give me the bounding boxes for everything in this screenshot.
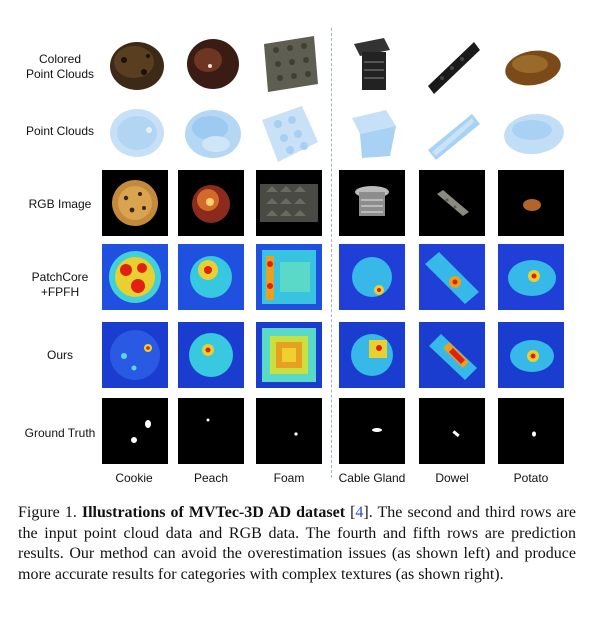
patchcore-heatmap-foam (256, 244, 322, 310)
figure-caption: Figure 1. Illustrations of MVTec-3D AD d… (18, 503, 576, 585)
caption-prefix: Figure 1. (18, 504, 82, 521)
ground-truth-dowel (419, 398, 485, 464)
column-label-dowel: Dowel (435, 471, 469, 485)
ground-truth-peach (178, 398, 244, 464)
row-label-rgb-image: RGB Image (28, 197, 92, 211)
pointcloud-cable-gland (340, 100, 406, 166)
caption-body: The second and third rows are the input … (18, 504, 577, 583)
row-label-patchcore-fpfh: PatchCore +FPFH (31, 270, 89, 299)
colored-pc-cookie (104, 32, 170, 98)
ours-heatmap-cookie (102, 322, 168, 388)
pointcloud-peach (180, 100, 246, 166)
colored-pc-peach (180, 32, 246, 98)
column-label-foam: Foam (273, 471, 305, 485)
colored-pc-cable-gland (340, 32, 406, 98)
column-label-cookie: Cookie (115, 471, 153, 485)
rgb-cable-gland (339, 170, 405, 236)
rgb-peach (178, 170, 244, 236)
column-divider (331, 28, 332, 478)
ours-heatmap-dowel (419, 322, 485, 388)
ground-truth-potato (498, 398, 564, 464)
caption-ref-open: [ (345, 504, 356, 521)
colored-pc-potato (500, 32, 566, 98)
ours-heatmap-peach (178, 322, 244, 388)
ours-heatmap-foam (256, 322, 322, 388)
patchcore-heatmap-cookie (102, 244, 168, 310)
rgb-dowel (419, 170, 485, 236)
figure-grid: Colored Point Clouds Point Clouds RGB Im… (24, 28, 566, 485)
rgb-foam (256, 170, 322, 236)
colored-pc-dowel (420, 32, 486, 98)
pointcloud-foam (256, 100, 322, 166)
row-label-ours: Ours (46, 348, 73, 362)
caption-ref-close: ]. (363, 504, 378, 521)
row-label-ground-truth: Ground Truth (24, 426, 96, 440)
pointcloud-dowel (420, 100, 486, 166)
ours-heatmap-potato (498, 322, 564, 388)
citation-link[interactable]: 4 (355, 504, 364, 521)
ours-heatmap-cable-gland (339, 322, 405, 388)
colored-pc-foam (256, 30, 322, 96)
column-label-cable-gland: Cable Gland (338, 471, 406, 485)
column-label-potato: Potato (513, 471, 549, 485)
patchcore-heatmap-cable-gland (339, 244, 405, 310)
row-label-colored-point-clouds: Colored Point Clouds (25, 52, 95, 81)
pointcloud-potato (500, 100, 566, 166)
row-label-point-clouds: Point Clouds (25, 124, 95, 138)
ground-truth-cookie (102, 398, 168, 464)
rgb-cookie (102, 170, 168, 236)
ground-truth-foam (256, 398, 322, 464)
caption-title: Illustrations of MVTec-3D AD dataset (81, 504, 346, 521)
rgb-potato (498, 170, 564, 236)
ground-truth-cable-gland (339, 398, 405, 464)
patchcore-heatmap-potato (498, 244, 564, 310)
pointcloud-cookie (104, 100, 170, 166)
patchcore-heatmap-peach (178, 244, 244, 310)
column-label-peach: Peach (193, 471, 229, 485)
patchcore-heatmap-dowel (419, 244, 485, 310)
